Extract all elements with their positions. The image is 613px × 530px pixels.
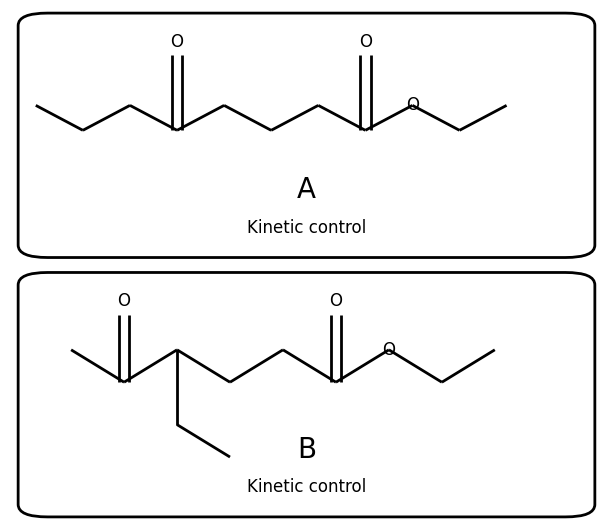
Text: O: O [359,32,372,50]
Text: O: O [118,292,131,310]
Text: Kinetic control: Kinetic control [247,218,366,236]
Text: O: O [170,32,183,50]
FancyBboxPatch shape [18,13,595,258]
Text: Kinetic control: Kinetic control [247,478,366,496]
Text: O: O [329,292,343,310]
Text: A: A [297,176,316,204]
Text: B: B [297,436,316,464]
Text: O: O [383,341,395,359]
Text: O: O [406,96,419,114]
FancyBboxPatch shape [18,272,595,517]
